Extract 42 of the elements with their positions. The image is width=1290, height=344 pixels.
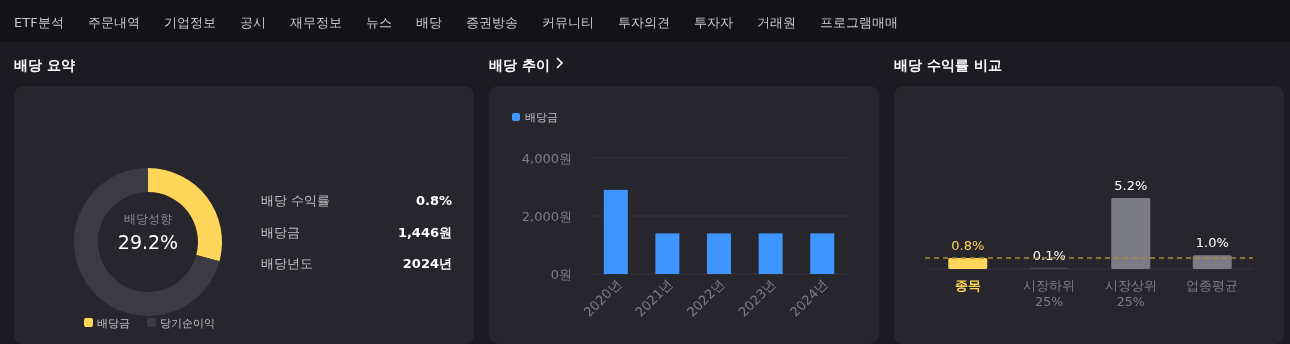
text: 배당 수익률 <box>261 193 331 208</box>
data-label: 0.1% <box>1032 247 1066 263</box>
text: 배당 <box>415 15 442 30</box>
y-tick-label: 0원 <box>550 267 572 282</box>
legend-label: 당기순이익 <box>160 317 215 330</box>
donut-slice <box>74 168 220 316</box>
bar <box>1192 255 1232 269</box>
x-tick-label: 시장상위 25% <box>1104 278 1157 309</box>
text: 재무정보 <box>289 15 342 30</box>
text: 주문내역 <box>87 15 140 30</box>
bar <box>948 258 988 269</box>
text: 기업정보 <box>163 15 216 30</box>
bar <box>1111 198 1151 269</box>
x-tick-label: 시장하위 25% <box>1023 278 1076 309</box>
legend-label: 배당금 <box>525 111 558 124</box>
text: 투자의견 <box>617 15 670 30</box>
y-tick-label: 4,000원 <box>521 151 572 166</box>
text: 투자자 <box>693 15 733 30</box>
chart-title: 배당 요약 <box>14 57 75 73</box>
text: 배당년도 <box>261 256 313 271</box>
chart-title: 배당 수익률 비교 <box>894 57 1002 73</box>
x-tick-label: 종목 <box>954 278 981 293</box>
text: 0.8% <box>415 193 452 208</box>
legend-label: 배당금 <box>97 317 130 330</box>
text: 공시 <box>239 15 266 30</box>
text: 증권방송 <box>465 15 518 30</box>
data-label: 0.8% <box>951 238 985 254</box>
text: 배당금 <box>261 224 300 240</box>
data-label: 5.2% <box>1114 178 1148 193</box>
text: 29.2% <box>117 231 179 253</box>
text: 뉴스 <box>365 15 392 30</box>
chart-title: 배당 추이 <box>489 57 550 73</box>
y-tick-label: 2,000원 <box>521 209 572 224</box>
x-tick-label: 업종평균 <box>1186 278 1239 293</box>
text: 커뮤니티 <box>541 15 594 30</box>
text: 1,446원 <box>397 224 452 240</box>
text: 배당성향 <box>124 212 172 226</box>
data-label: 1.0% <box>1195 235 1229 251</box>
text: 프로그램매매 <box>819 15 898 30</box>
text: 2024년 <box>402 256 452 271</box>
text: ETF분석 <box>14 15 64 30</box>
text: 거래원 <box>756 15 796 30</box>
